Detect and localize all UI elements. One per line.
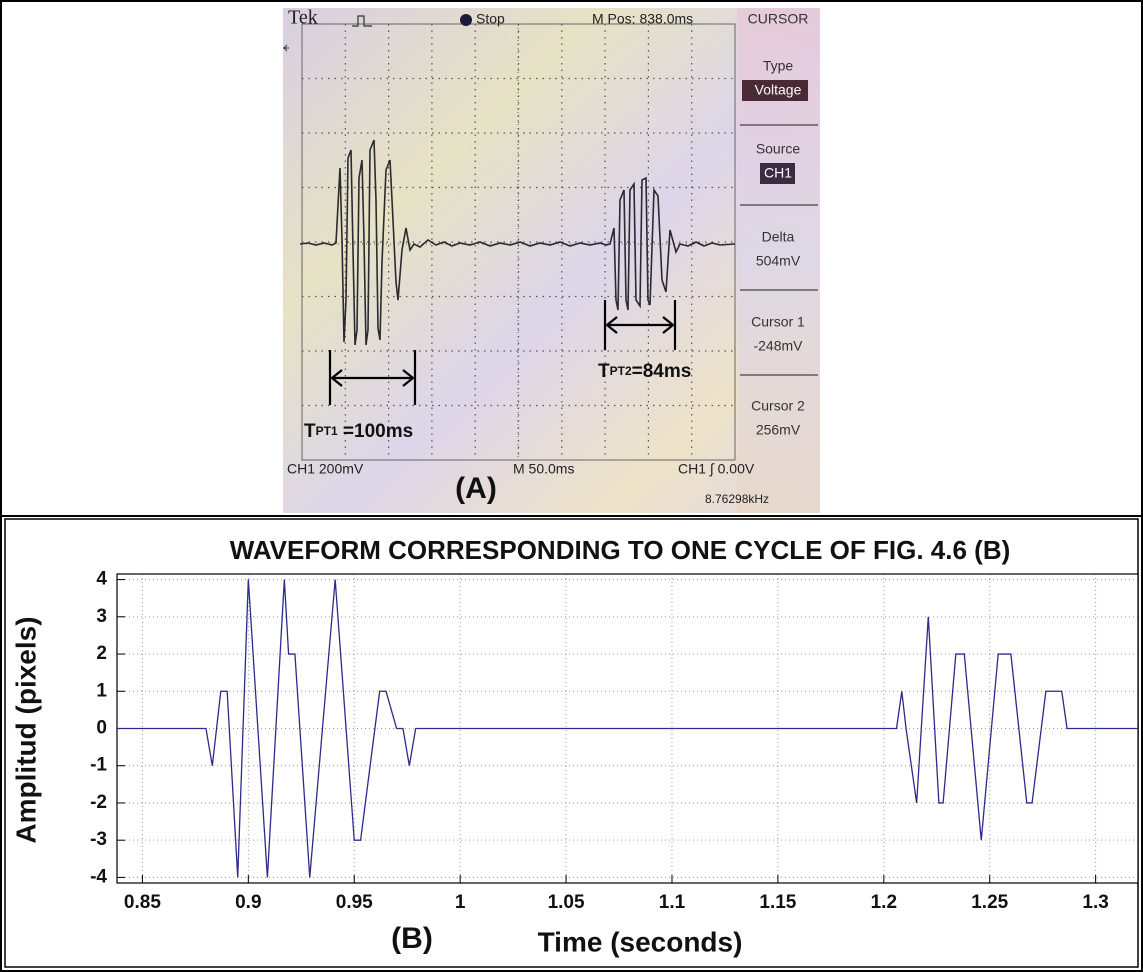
menu-value: 256mV xyxy=(756,422,801,438)
trigger-setting: CH1 ∫ 0.00V xyxy=(678,461,755,477)
x-tick-label: 0.9 xyxy=(235,892,261,913)
oscilloscope: Tek Stop M Pos: 838.0ms CURSOR CH1 200mV… xyxy=(283,7,820,513)
menu-separators xyxy=(740,124,818,376)
y-tick-label: 0 xyxy=(96,718,107,739)
menu-label: Type xyxy=(763,58,794,74)
y-tick-label: 4 xyxy=(96,569,107,590)
annotation-sub: PT1 xyxy=(316,424,338,438)
x-tick-label: 1.3 xyxy=(1082,892,1108,913)
menu-value: -248mV xyxy=(753,338,803,354)
x-axis-label: Time (seconds) xyxy=(538,926,743,957)
x-tick-label: 1.1 xyxy=(659,892,686,913)
scope-brand: Tek xyxy=(288,7,318,29)
menu-label: Delta xyxy=(762,229,795,245)
frequency: 8.76298kHz xyxy=(705,492,769,506)
measure-arrow-2 xyxy=(603,300,677,350)
menu-highlight xyxy=(742,80,808,101)
x-tick-label: 1.2 xyxy=(871,892,897,913)
annotation: TPT1 =100ms xyxy=(304,421,413,442)
x-tick-label: 1.15 xyxy=(759,892,796,913)
menu-title: CURSOR xyxy=(748,11,809,27)
annotation-rest: =84ms xyxy=(632,361,692,382)
panel-label: (A) xyxy=(455,472,497,505)
x-tick-label: 1.05 xyxy=(548,892,585,913)
measure-arrow-1 xyxy=(328,350,417,405)
menu-value: 504mV xyxy=(756,253,801,269)
scope-trace xyxy=(299,139,736,346)
timebase: M 50.0ms xyxy=(513,461,574,477)
waveform-line xyxy=(117,579,1138,878)
stop-indicator xyxy=(460,14,472,26)
menu-value: Voltage xyxy=(755,82,802,98)
panel-label: (B) xyxy=(391,922,433,955)
menu-value: CH1 xyxy=(764,165,792,181)
y-tick-label: 1 xyxy=(96,680,107,701)
menu-label: Cursor 1 xyxy=(751,314,805,330)
x-tick-label: 0.85 xyxy=(124,892,161,913)
x-tick-label: 1.25 xyxy=(971,892,1008,913)
scope-screen xyxy=(283,8,820,513)
y-tick-label: -1 xyxy=(90,755,107,776)
y-tick-label: 3 xyxy=(96,606,107,627)
position-marker xyxy=(283,44,289,52)
annotation-main: T xyxy=(598,361,610,382)
annotation-main: T xyxy=(304,421,316,442)
annotation: TPT2=84ms xyxy=(598,361,691,382)
chart: WAVEFORM CORRESPONDING TO ONE CYCLE OF F… xyxy=(10,535,1139,957)
menu-label: Source xyxy=(756,141,801,157)
annotation-rest: =100ms xyxy=(338,421,414,442)
scope-grid xyxy=(302,24,735,460)
x-tick-label: 1 xyxy=(455,892,466,913)
y-axis-label: Amplitud (pixels) xyxy=(10,616,41,843)
menu-label: Cursor 2 xyxy=(751,398,805,414)
chart-title: WAVEFORM CORRESPONDING TO ONE CYCLE OF F… xyxy=(230,535,1011,565)
menu-highlight xyxy=(760,163,795,184)
channel-scale: CH1 200mV xyxy=(287,461,364,477)
x-tick-label: 0.95 xyxy=(336,892,373,913)
y-tick-label: 2 xyxy=(96,643,107,664)
scope-state: Stop xyxy=(476,11,505,27)
scope-position: M Pos: 838.0ms xyxy=(592,11,693,27)
y-tick-label: -3 xyxy=(90,829,107,850)
y-tick-label: -2 xyxy=(90,792,107,813)
annotation-sub: PT2 xyxy=(610,364,632,378)
trigger-icon xyxy=(352,15,372,27)
y-tick-label: -4 xyxy=(90,866,107,887)
